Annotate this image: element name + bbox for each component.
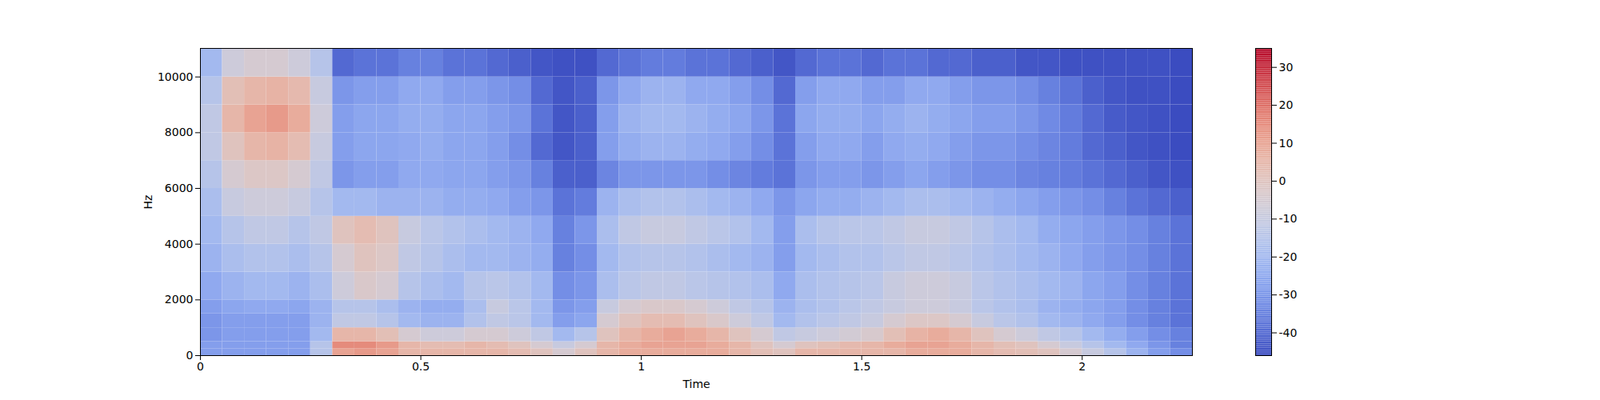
svg-text:20: 20 [1279, 98, 1294, 112]
svg-text:2: 2 [1078, 360, 1086, 373]
svg-text:10: 10 [1279, 136, 1294, 149]
svg-text:0.5: 0.5 [412, 360, 430, 373]
svg-text:4000: 4000 [164, 237, 194, 251]
svg-text:8000: 8000 [164, 125, 194, 139]
svg-text:0: 0 [1279, 174, 1287, 188]
svg-text:-40: -40 [1279, 326, 1298, 340]
svg-text:-30: -30 [1279, 288, 1298, 301]
svg-text:2000: 2000 [164, 292, 194, 306]
svg-text:10000: 10000 [157, 70, 194, 84]
svg-text:1: 1 [637, 360, 645, 373]
svg-text:6000: 6000 [164, 181, 194, 195]
svg-text:Hz: Hz [141, 195, 155, 210]
svg-text:0: 0 [186, 348, 194, 362]
svg-text:1.5: 1.5 [852, 360, 871, 373]
svg-text:Time: Time [681, 377, 710, 391]
svg-text:-10: -10 [1279, 212, 1298, 225]
svg-text:-20: -20 [1279, 250, 1298, 264]
svg-text:30: 30 [1279, 60, 1294, 74]
svg-text:0: 0 [196, 360, 204, 373]
